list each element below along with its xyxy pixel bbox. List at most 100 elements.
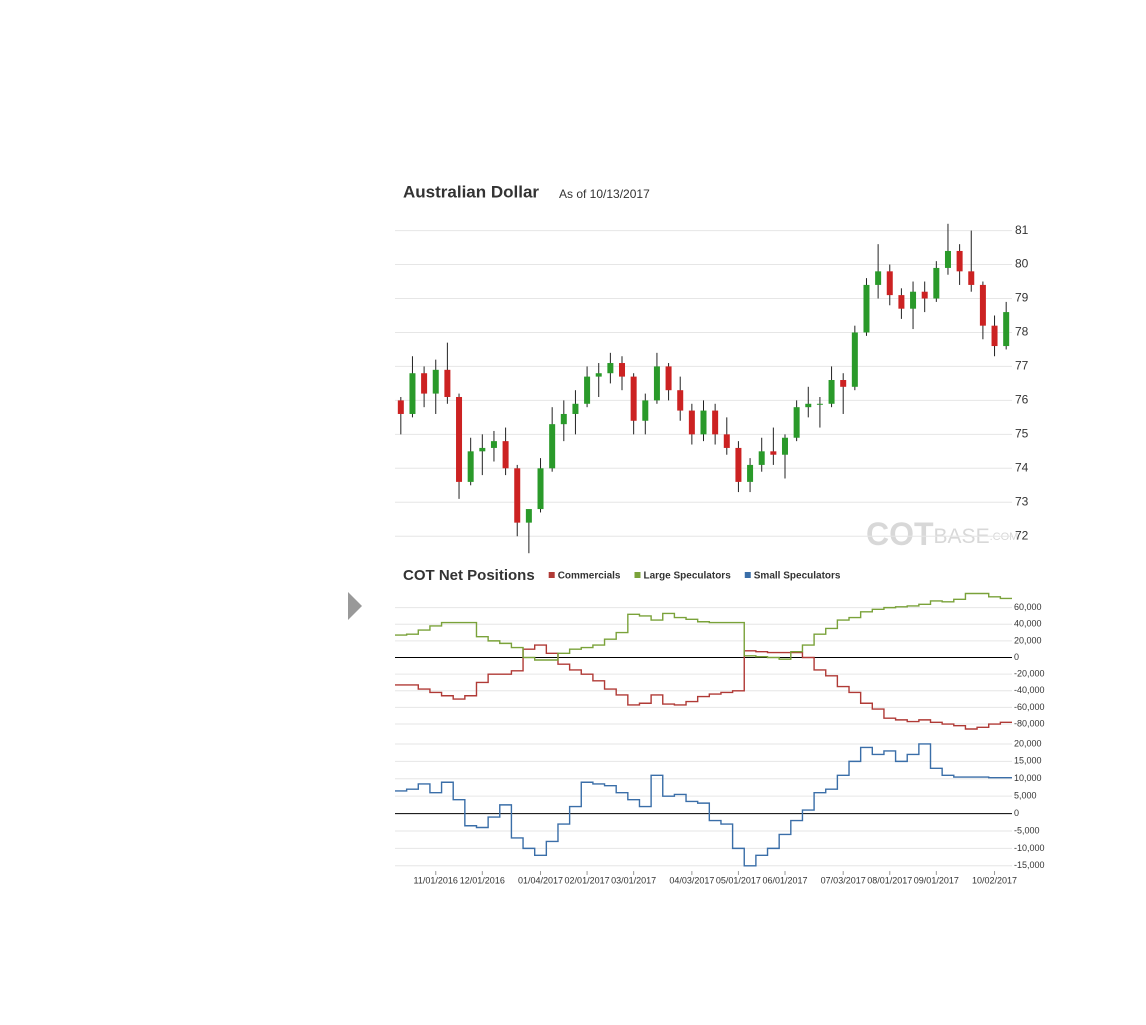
candle-body xyxy=(712,410,719,435)
candle-body xyxy=(747,464,754,482)
candle-body xyxy=(409,373,416,414)
candle-body xyxy=(956,250,963,272)
y-tick-label: 60,000 xyxy=(1014,602,1042,612)
series-line xyxy=(395,644,1012,730)
y-tick-label: 15,000 xyxy=(1014,756,1042,766)
candle-body xyxy=(537,468,544,510)
candle-body xyxy=(758,451,765,465)
candle-body xyxy=(979,284,986,326)
candle-body xyxy=(502,441,509,469)
y-tick-label: 77 xyxy=(1015,359,1029,373)
candle-body xyxy=(490,441,497,448)
side-arrow[interactable] xyxy=(348,592,362,620)
x-tick-label: 10/02/2017 xyxy=(972,875,1017,885)
y-tick-label: 10,000 xyxy=(1014,773,1042,783)
candle-body xyxy=(479,447,486,452)
candle-body xyxy=(642,400,649,421)
x-tick-label: 06/01/2017 xyxy=(762,875,807,885)
candle-body xyxy=(805,403,812,408)
candle-body xyxy=(886,271,893,296)
x-tick-label: 07/03/2017 xyxy=(821,875,866,885)
x-tick-label: 04/03/2017 xyxy=(669,875,714,885)
candle-body xyxy=(991,325,998,347)
legend-label: Small Speculators xyxy=(754,571,841,582)
candle-body xyxy=(677,390,684,411)
x-tick-label: 01/04/2017 xyxy=(518,875,563,885)
candle-body xyxy=(688,410,695,435)
series-line xyxy=(395,743,1012,867)
watermark: COTBASE.COM xyxy=(866,516,1018,552)
y-tick-label: -40,000 xyxy=(1014,685,1045,695)
candle-body xyxy=(630,376,637,421)
x-tick-label: 12/01/2016 xyxy=(460,875,505,885)
candle-body xyxy=(525,509,532,523)
y-tick-label: -20,000 xyxy=(1014,669,1045,679)
candle-body xyxy=(921,291,928,299)
y-tick-label: -60,000 xyxy=(1014,702,1045,712)
y-tick-label: -10,000 xyxy=(1014,843,1045,853)
x-tick-label: 09/01/2017 xyxy=(914,875,959,885)
candle-body xyxy=(595,373,602,377)
y-tick-label: 79 xyxy=(1015,291,1029,305)
candle-body xyxy=(933,267,940,299)
y-tick-label: 78 xyxy=(1015,325,1029,339)
x-tick-label: 02/01/2017 xyxy=(565,875,610,885)
candle-body xyxy=(421,373,428,394)
candle-body xyxy=(700,410,707,435)
y-tick-label: 76 xyxy=(1015,393,1029,407)
y-tick-label: 80 xyxy=(1015,257,1029,271)
watermark-part: .COM xyxy=(990,531,1019,543)
y-tick-label: 20,000 xyxy=(1014,635,1042,645)
candle-body xyxy=(875,271,882,285)
candle-body xyxy=(432,369,439,394)
chart-title: COT Net Positions xyxy=(403,567,535,584)
candle-body xyxy=(444,369,451,397)
y-tick-label: 5,000 xyxy=(1014,791,1037,801)
candle-body xyxy=(514,468,521,523)
y-tick-label: 0 xyxy=(1014,808,1019,818)
candle-body xyxy=(944,250,951,268)
candle-body xyxy=(560,413,567,425)
chart-subtitle: As of 10/13/2017 xyxy=(559,187,650,201)
candle-body xyxy=(723,434,730,448)
y-tick-label: 74 xyxy=(1015,460,1029,474)
candle-body xyxy=(619,363,626,377)
candle-body xyxy=(584,376,591,404)
candle-body xyxy=(397,400,404,414)
candle-body xyxy=(653,366,660,401)
y-tick-label: 81 xyxy=(1015,223,1029,237)
legend-label: Commercials xyxy=(558,571,621,582)
y-tick-label: 20,000 xyxy=(1014,738,1042,748)
x-tick-label: 03/01/2017 xyxy=(611,875,656,885)
x-tick-label: 05/01/2017 xyxy=(716,875,761,885)
candle-body xyxy=(840,380,847,387)
y-tick-label: 0 xyxy=(1014,652,1019,662)
candle-body xyxy=(456,396,463,482)
series-line xyxy=(395,592,1012,661)
x-tick-label: 11/01/2016 xyxy=(414,875,458,885)
candle-body xyxy=(572,403,579,414)
candle-body xyxy=(968,271,975,285)
y-tick-label: 72 xyxy=(1015,528,1029,542)
candle-body xyxy=(1003,312,1010,347)
chart-title: Australian Dollar xyxy=(403,182,539,201)
candle-body xyxy=(781,437,788,455)
candle-body xyxy=(828,380,835,404)
y-tick-label: 73 xyxy=(1015,494,1029,508)
y-tick-label: 40,000 xyxy=(1014,619,1042,629)
candle-body xyxy=(793,407,800,438)
candle-body xyxy=(549,424,556,469)
legend-swatch xyxy=(548,572,555,578)
candle-body xyxy=(467,451,474,482)
y-tick-label: -80,000 xyxy=(1014,718,1045,728)
y-tick-label: 75 xyxy=(1015,427,1029,441)
y-tick-label: -5,000 xyxy=(1014,825,1040,835)
y-tick-label: -15,000 xyxy=(1014,860,1045,870)
candle-body xyxy=(735,447,742,482)
legend-swatch xyxy=(634,572,641,578)
candle-body xyxy=(910,291,917,309)
legend-label: Large Speculators xyxy=(644,571,732,582)
candle-body xyxy=(816,403,823,405)
